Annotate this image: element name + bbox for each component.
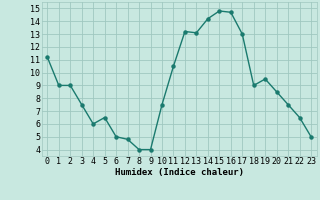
X-axis label: Humidex (Indice chaleur): Humidex (Indice chaleur) — [115, 168, 244, 177]
